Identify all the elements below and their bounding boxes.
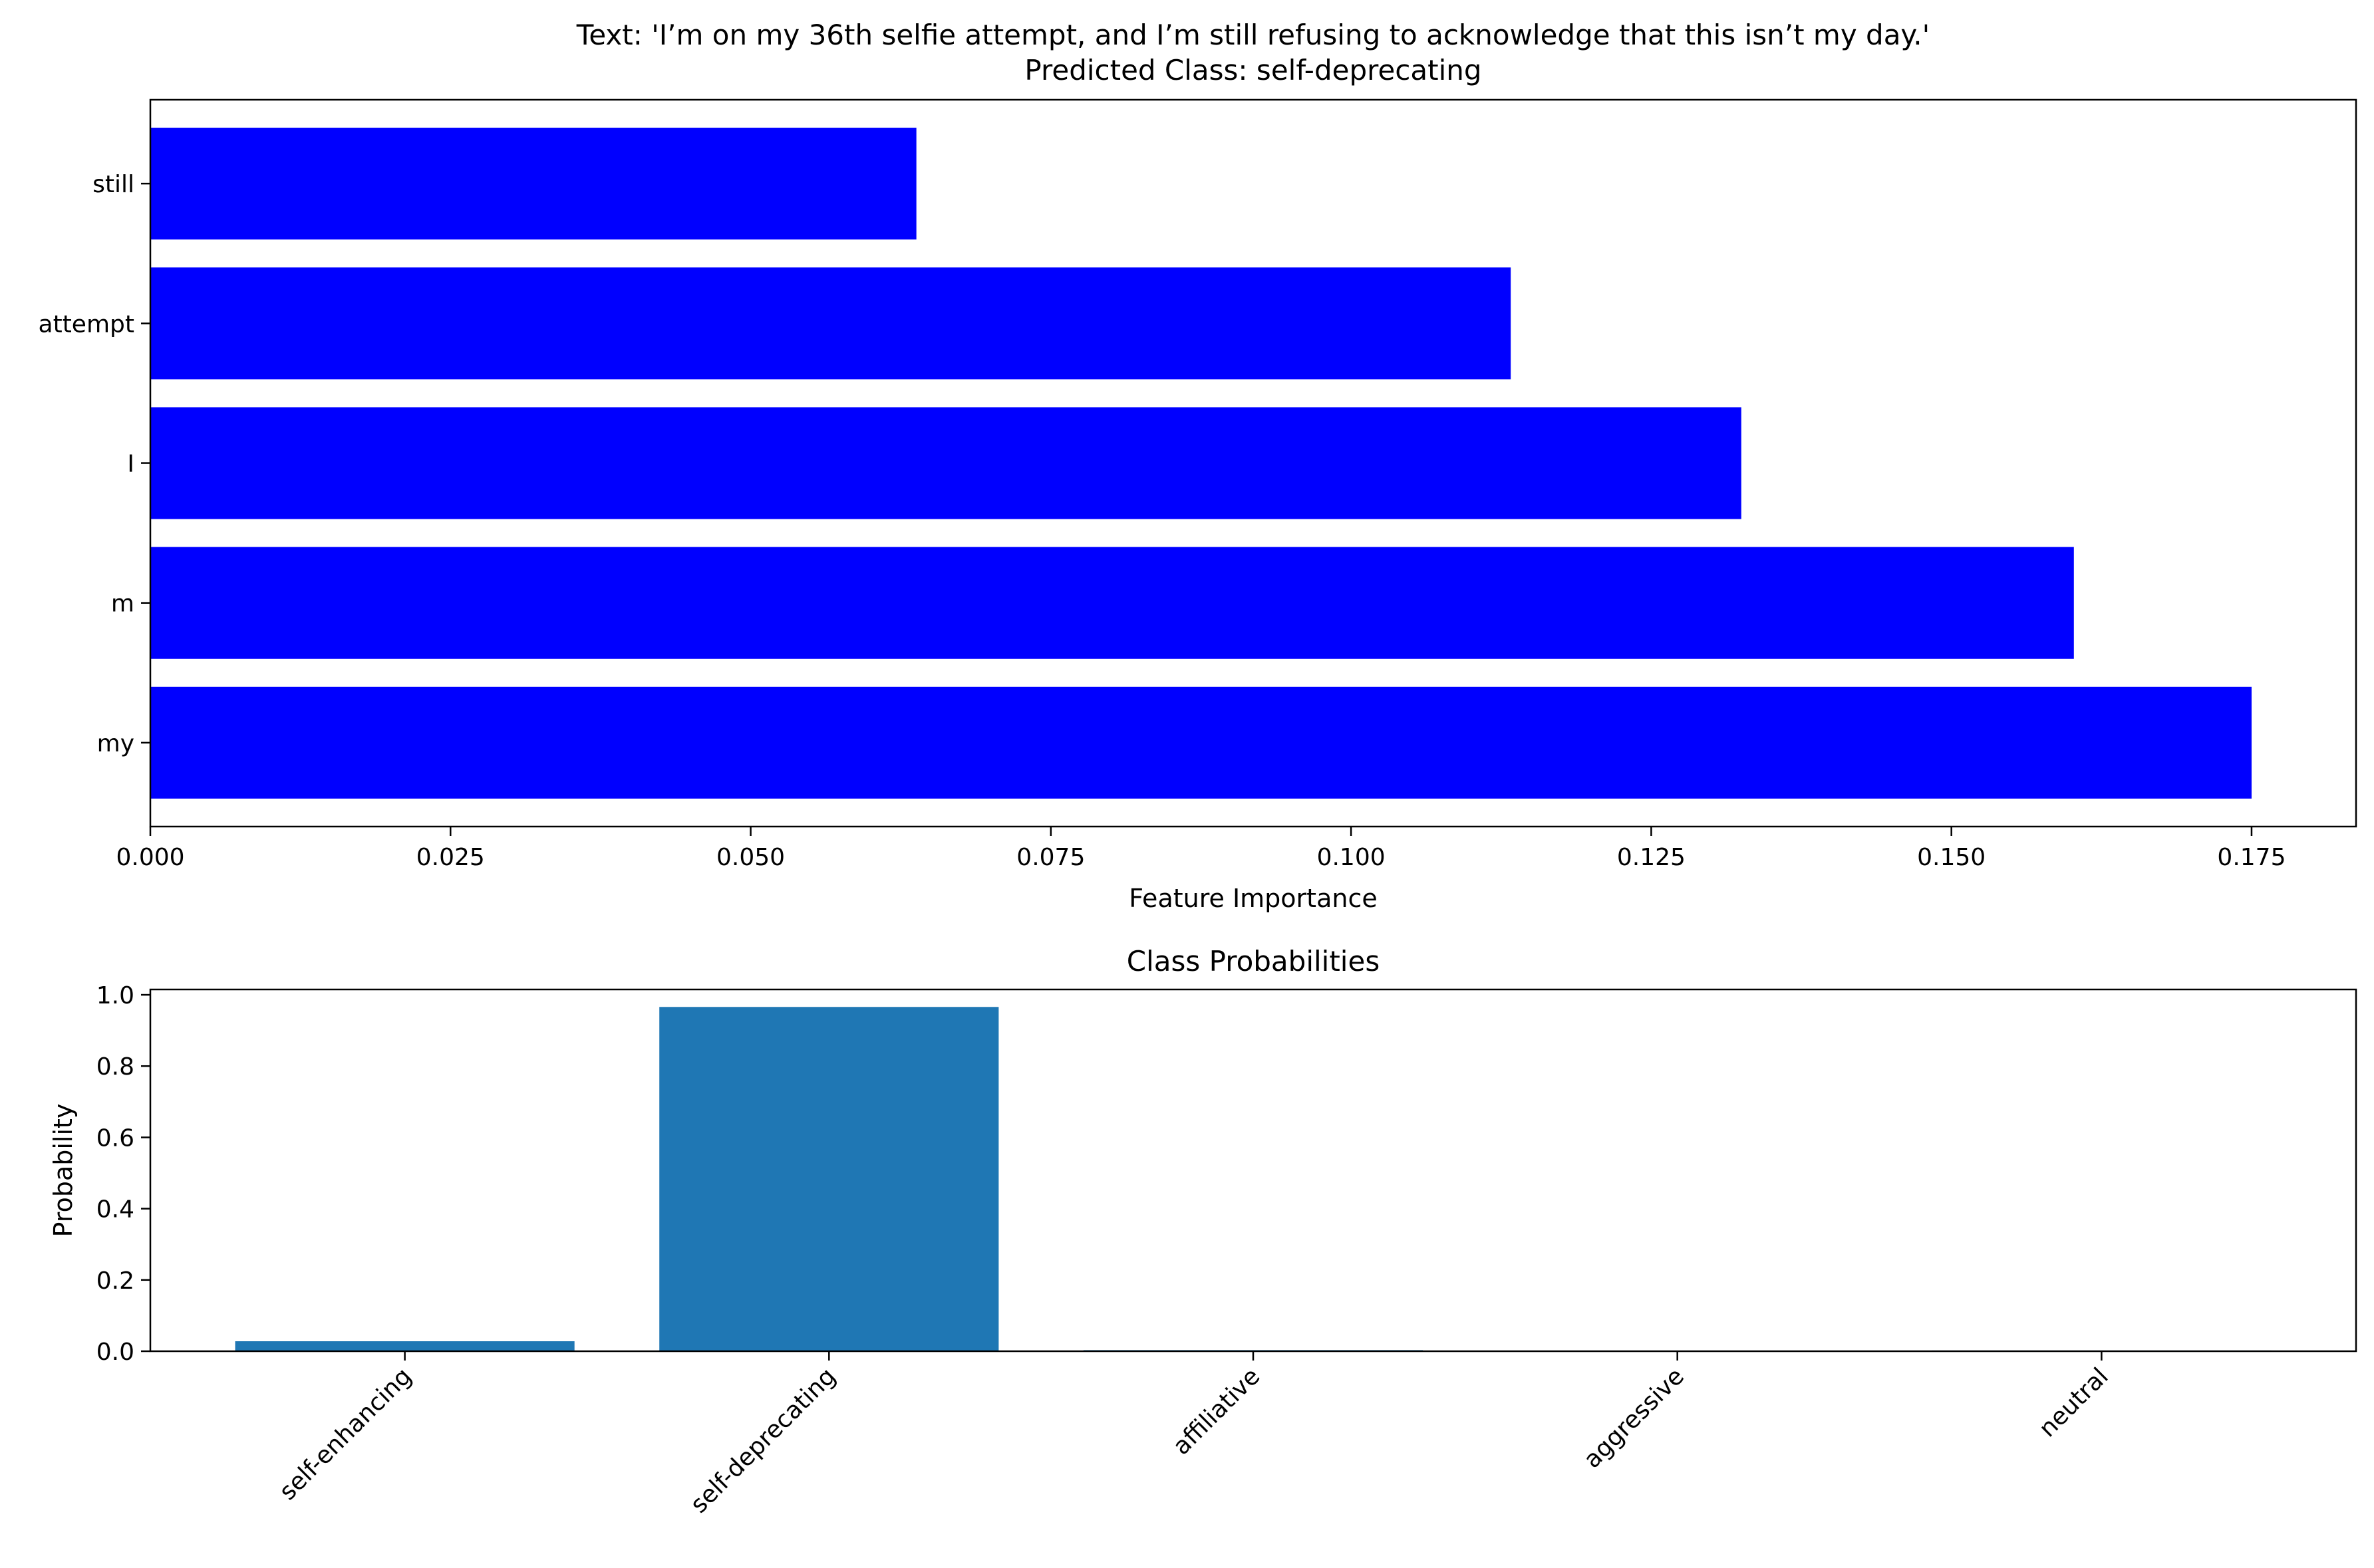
y-tick-label-4: still [92, 171, 134, 198]
chart2-y-ticks: 0.0 0.2 0.4 0.6 0.8 1.0 [96, 982, 150, 1366]
feature-bar-0 [150, 686, 2252, 799]
x-tick-label-4: 0.100 [1317, 844, 1386, 871]
prob-tick-label-1: 0.2 [96, 1267, 134, 1295]
chart1-title-line1: Text: 'I’m on my 36th selfie attempt, an… [576, 19, 1930, 51]
chart1-x-ticks: 0.000 0.025 0.050 0.075 0.100 0.125 0.150 0.175 [116, 827, 2286, 871]
x-tick-label-2: 0.050 [716, 844, 785, 871]
y-tick-label-2: I [127, 451, 134, 478]
feature-importance-chart: Text: 'I’m on my 36th selfie attempt, an… [39, 19, 2357, 913]
y-tick-label-1: m [111, 590, 134, 618]
feature-bar-4 [150, 128, 917, 240]
y-tick-label-3: attempt [39, 311, 134, 338]
chart1-axes-frame [149, 98, 2357, 828]
x-tick-label-3: 0.075 [1016, 844, 1085, 871]
prob-tick-label-3: 0.6 [96, 1124, 134, 1152]
x-tick-label-1: 0.025 [416, 844, 485, 871]
x-tick-label-5: 0.125 [1617, 844, 1686, 871]
prob-tick-label-4: 0.8 [96, 1053, 134, 1081]
x-tick-label-7: 0.175 [2217, 844, 2286, 871]
x-tick-label-6: 0.150 [1917, 844, 1986, 871]
chart2-bars [235, 1007, 2272, 1351]
feature-bar-2 [150, 407, 1741, 519]
y-tick-label-0: my [97, 730, 134, 757]
feature-bar-1 [150, 547, 2074, 659]
feature-bar-3 [150, 267, 1511, 380]
chart1-bars [150, 128, 2252, 799]
chart2-axes-frame [149, 988, 2357, 1353]
prob-tick-label-5: 1.0 [96, 982, 134, 1009]
probability-bar-0 [235, 1341, 575, 1351]
x-tick-label-0: 0.000 [116, 844, 184, 871]
chart2-title: Class Probabilities [1127, 945, 1380, 978]
chart2-y-axis-label: Probability [49, 1104, 78, 1238]
probability-bar-1 [659, 1007, 999, 1351]
chart1-title-line2: Predicted Class: self-deprecating [1024, 54, 1481, 86]
chart1-x-axis-label: Feature Importance [1129, 884, 1377, 913]
prob-tick-label-0: 0.0 [96, 1339, 134, 1366]
prob-tick-label-2: 0.4 [96, 1196, 134, 1224]
